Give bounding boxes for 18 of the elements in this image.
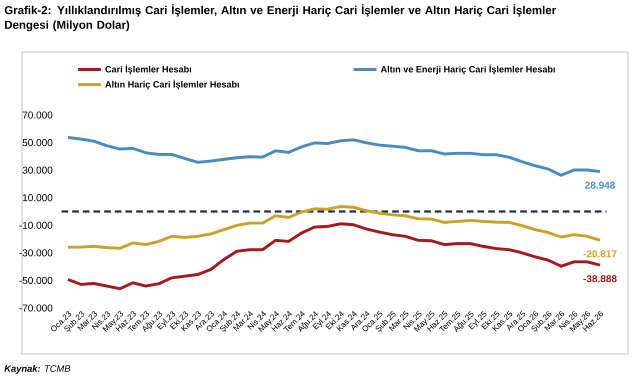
y-tick-label: 70.000 — [22, 111, 52, 119]
chart-title: Grafik-2: Yıllıklandırılmış Cari İşlemler, Altın ve Enerji Hariç Cari İşlemler ve Altın Hariç Cari İşlemler Dengesi (Milyon Dolar) — [4, 4, 556, 32]
legend-label: Cari İşlemler Hesabı — [105, 64, 192, 74]
y-tick-label: -10.000 — [19, 222, 52, 229]
text: Kaynak: TCMB — [4, 365, 70, 374]
line-series — [66, 136, 602, 177]
y-tick-label: 30.000 — [22, 166, 52, 174]
y-tick-label: -70.000 — [19, 304, 52, 312]
legend-label: Altın ve Enerji Hariç Cari İşlemler Hesabı — [380, 64, 555, 74]
data-label: -38.888 — [583, 275, 617, 282]
legend-label: Altın Hariç Cari İşlemler Hesabı — [105, 80, 239, 90]
data-label: -20.817 — [583, 250, 617, 258]
y-tick-label: -30.000 — [19, 249, 52, 256]
data-label: 28.948 — [585, 182, 615, 189]
y-tick-label: 50.000 — [22, 139, 52, 146]
y-tick-label: 10.000 — [22, 194, 52, 202]
line-series — [66, 205, 602, 250]
y-tick-label: -50.000 — [19, 276, 52, 284]
